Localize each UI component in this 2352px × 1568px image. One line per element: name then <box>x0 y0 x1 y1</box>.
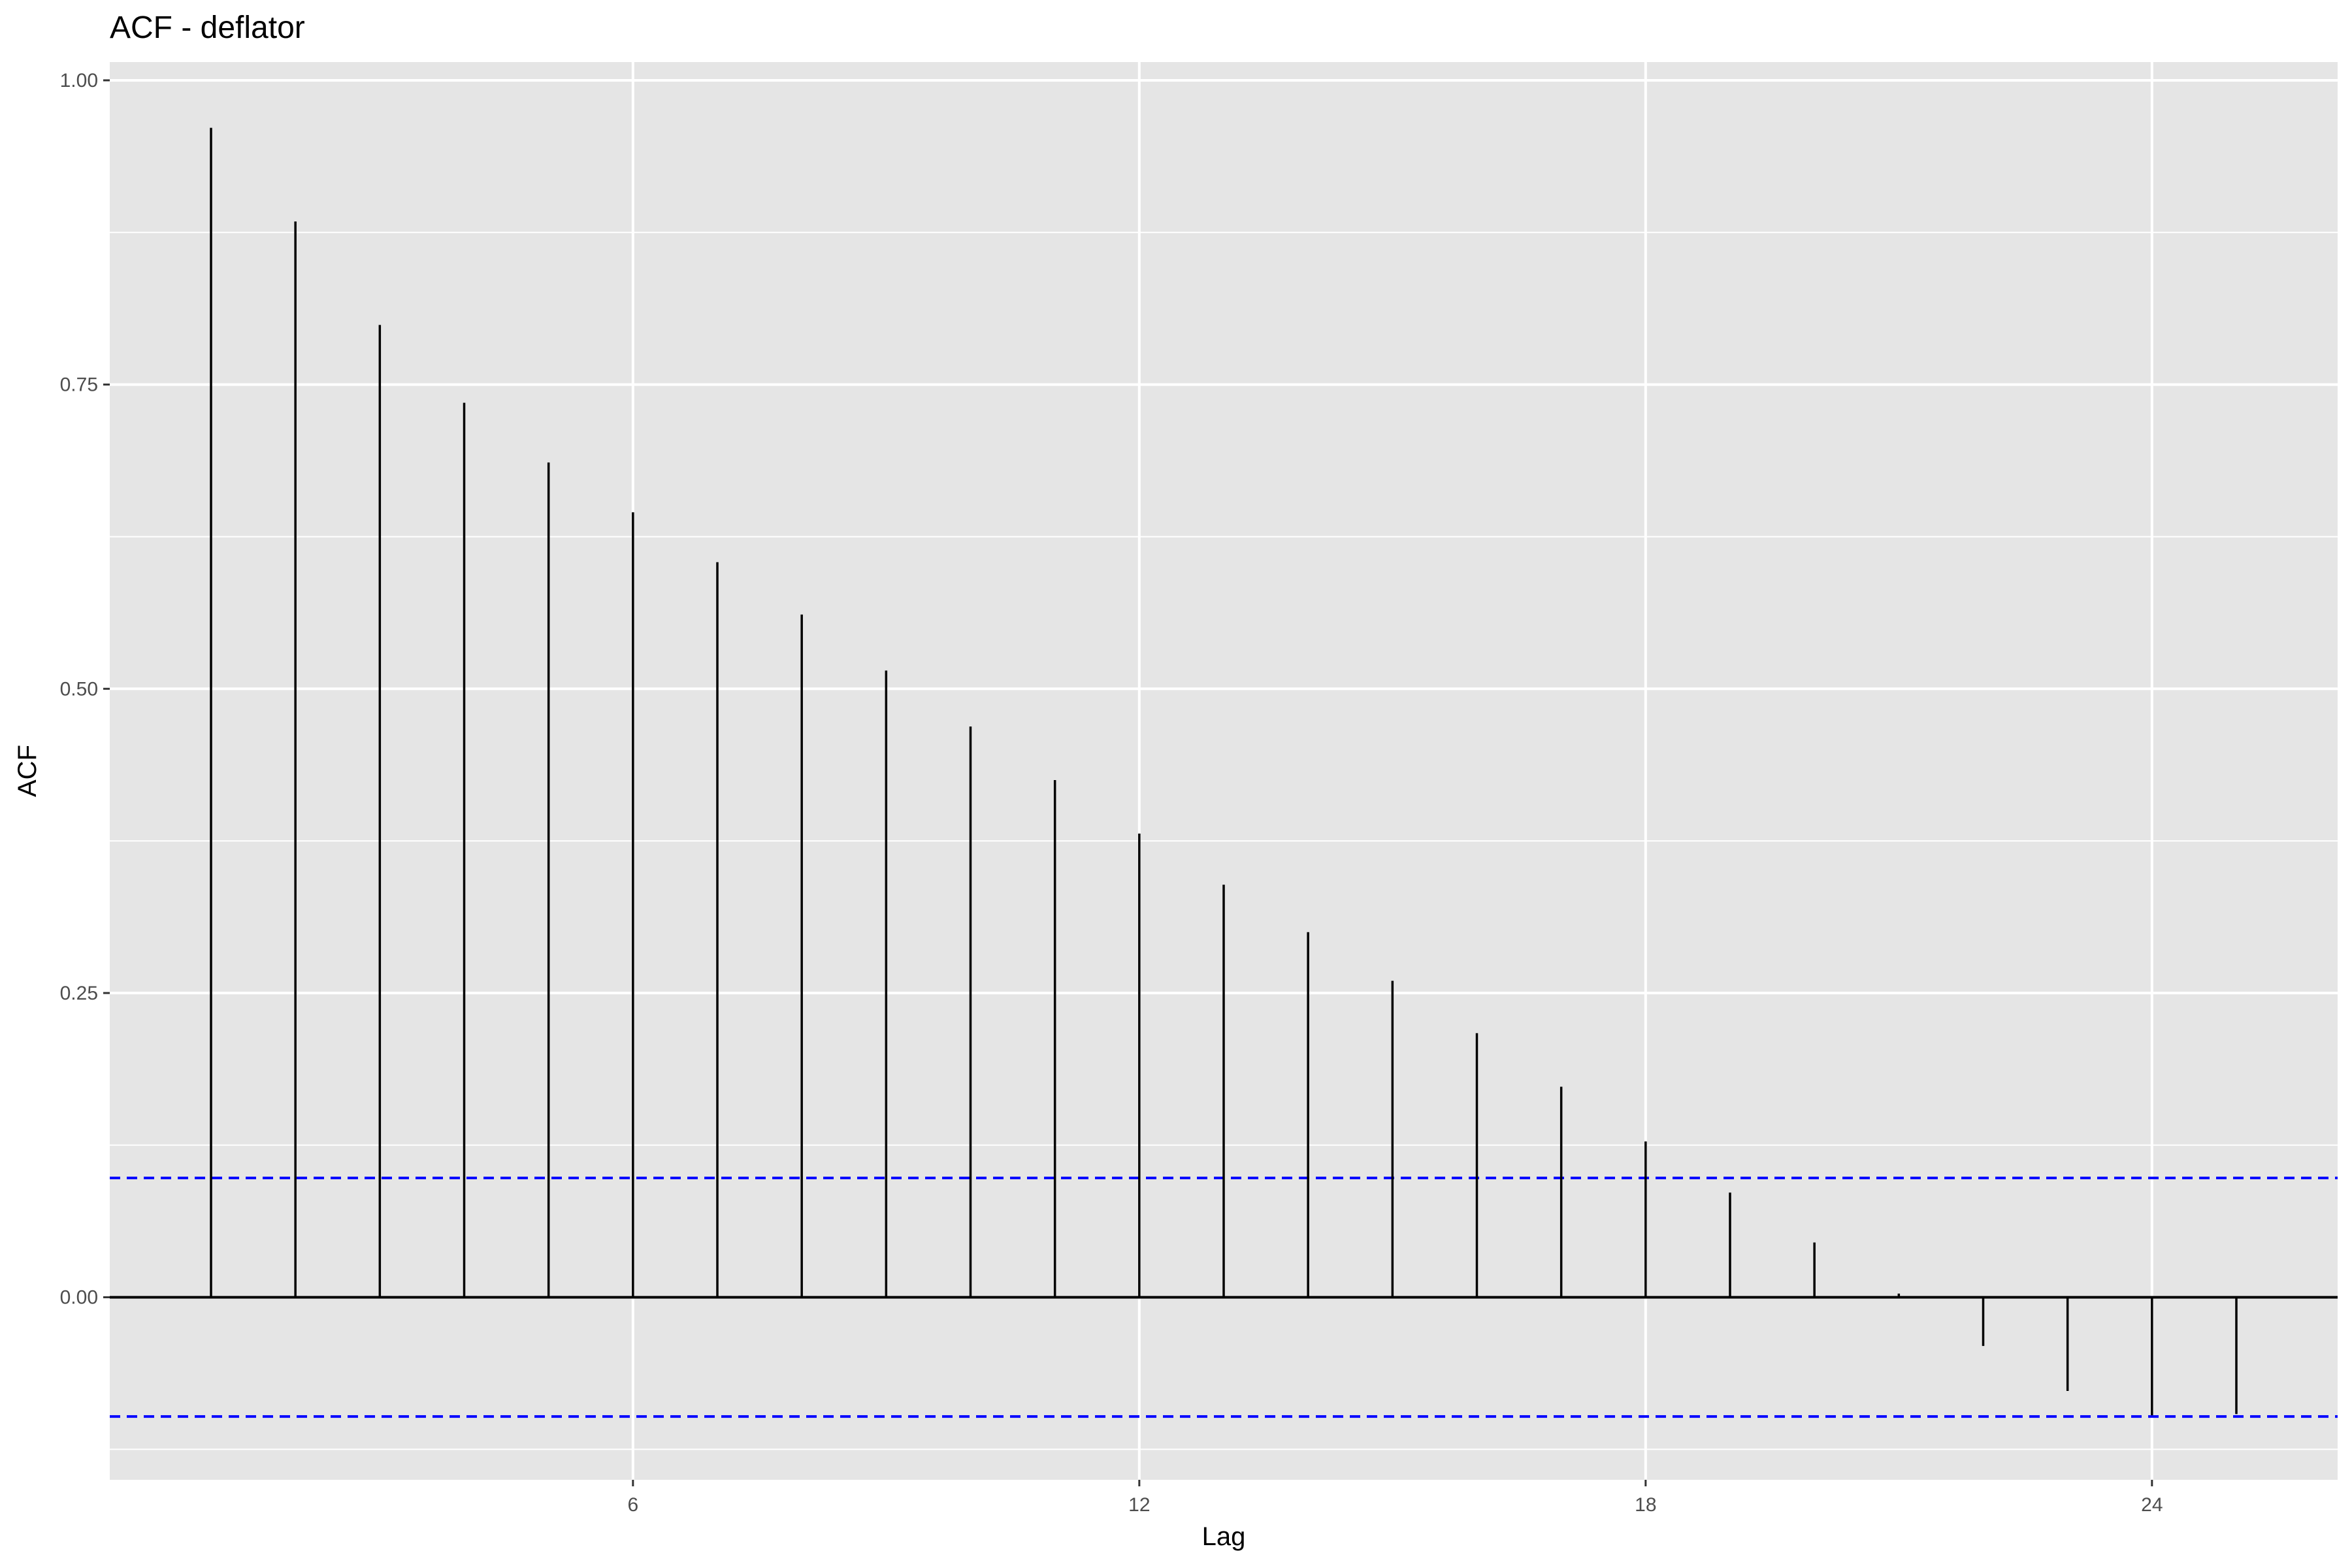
chart-title: ACF - deflator <box>110 10 305 45</box>
acf-bars <box>210 127 2238 1416</box>
x-tick-label: 18 <box>1635 1494 1656 1516</box>
y-axis-ticks: 0.00 0.25 0.50 0.75 1.00 <box>60 70 110 1309</box>
x-axis-title: Lag <box>1202 1522 1246 1551</box>
x-tick-label: 12 <box>1128 1494 1150 1516</box>
x-tick-label: 24 <box>2141 1494 2163 1516</box>
x-axis-ticks: 6 12 18 24 <box>627 1480 2163 1516</box>
y-tick-label: 0.25 <box>60 983 98 1004</box>
y-tick-label: 1.00 <box>60 70 98 91</box>
y-tick-label: 0.50 <box>60 678 98 700</box>
y-tick-label: 0.00 <box>60 1287 98 1309</box>
y-tick-label: 0.75 <box>60 374 98 396</box>
x-tick-label: 6 <box>627 1494 638 1516</box>
y-axis-title: ACF <box>13 745 42 797</box>
